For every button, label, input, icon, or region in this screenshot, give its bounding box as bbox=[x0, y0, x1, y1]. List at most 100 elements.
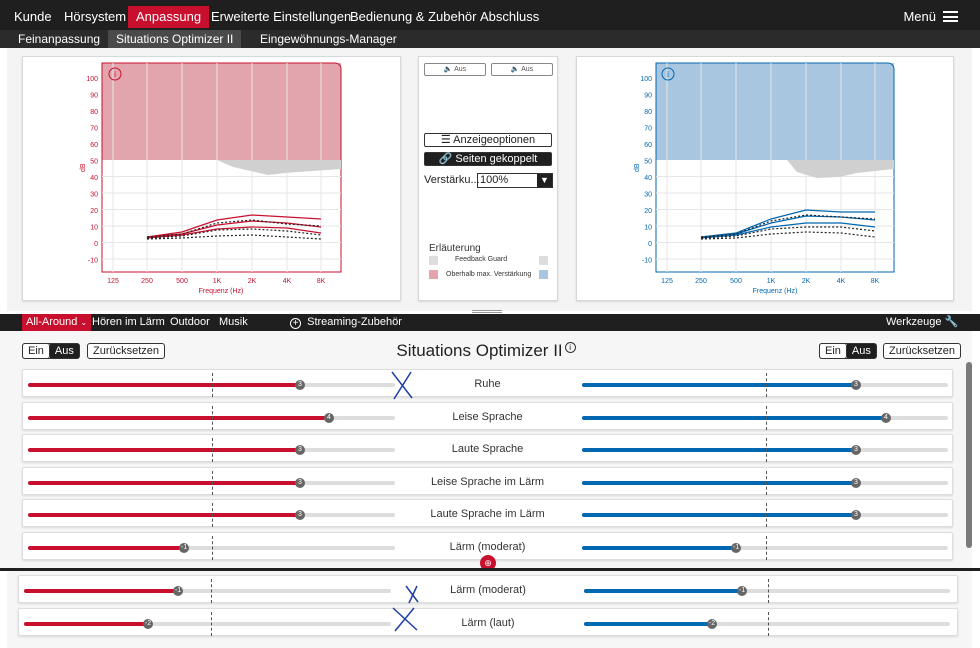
handwritten-x-mark bbox=[391, 371, 413, 400]
right-slider-knob[interactable]: 3 bbox=[851, 380, 861, 390]
right-on-option[interactable]: Ein bbox=[819, 343, 847, 359]
left-slider-knob[interactable]: -2 bbox=[143, 619, 153, 629]
x-tick: 4K bbox=[283, 278, 292, 285]
left-slider-fill bbox=[28, 415, 329, 420]
chevron-down-icon: ▼ bbox=[537, 174, 552, 187]
sides-coupled-label: Seiten gekoppelt bbox=[455, 153, 538, 165]
left-slider-knob[interactable]: 3 bbox=[295, 445, 305, 455]
tools-button[interactable]: Werkzeuge 🔧 bbox=[882, 314, 962, 331]
left-slider-track[interactable]: 3 bbox=[28, 503, 395, 527]
collapse-icon[interactable]: ⊕ bbox=[480, 555, 496, 569]
left-reset-button[interactable]: Zurücksetzen bbox=[87, 343, 166, 359]
right-slider-knob[interactable]: 4 bbox=[881, 412, 891, 423]
display-control-panel: 🔈 Aus 🔈 Aus ☰ Anzeigeoptionen 🔗 Seiten g… bbox=[418, 56, 558, 301]
subtab-bar: Feinanpassung Situations Optimizer II Ei… bbox=[0, 30, 980, 48]
info-icon[interactable]: i bbox=[108, 67, 122, 81]
left-slider-track[interactable]: 3 bbox=[28, 470, 395, 495]
menu-button[interactable]: Menü bbox=[903, 6, 958, 28]
gain-label: Verstärku... bbox=[424, 174, 480, 186]
x-tick: 8K bbox=[871, 278, 880, 285]
left-on-off-toggle[interactable]: Ein Aus bbox=[22, 343, 80, 359]
vertical-scrollbar[interactable] bbox=[966, 362, 972, 548]
program-tab-hoeren-im-laerm[interactable]: Hören im Lärm bbox=[92, 316, 165, 328]
tab-kunde[interactable]: Kunde bbox=[14, 9, 52, 24]
tab-erweiterte-einstellungen[interactable]: Erweiterte Einstellungen bbox=[211, 9, 352, 24]
left-slider-knob[interactable]: 3 bbox=[295, 510, 305, 520]
sides-coupled-button[interactable]: 🔗 Seiten gekoppelt bbox=[424, 152, 552, 166]
left-off-option[interactable]: Aus bbox=[49, 344, 79, 358]
handwritten-x-mark bbox=[405, 585, 419, 604]
add-streaming-button[interactable]: + Streaming-Zubehör bbox=[286, 314, 406, 331]
info-icon[interactable]: i bbox=[564, 342, 576, 353]
right-slider-track[interactable]: -1 bbox=[584, 579, 950, 603]
right-slider-track[interactable]: 4 bbox=[582, 405, 948, 430]
left-slider-track[interactable]: 3 bbox=[28, 373, 395, 397]
program-tab-musik[interactable]: Musik bbox=[219, 316, 248, 328]
situation-label: Lärm (laut) bbox=[461, 617, 515, 629]
mute-right-button[interactable]: 🔈 Aus bbox=[491, 63, 553, 76]
left-slider-knob[interactable]: 3 bbox=[295, 380, 305, 390]
left-slider-knob[interactable]: -1 bbox=[179, 542, 189, 553]
left-slider-track[interactable]: -1 bbox=[24, 579, 391, 603]
left-slider-fill bbox=[28, 448, 300, 452]
info-icon[interactable]: i bbox=[661, 67, 675, 81]
right-gain-graph[interactable]: 100 90 80 70 60 50 40 30 20 10 0 -10 dB … bbox=[577, 57, 955, 302]
left-slider-track[interactable]: -2 bbox=[24, 612, 391, 636]
display-options-button[interactable]: ☰ Anzeigeoptionen bbox=[424, 133, 552, 147]
y-tick: 30 bbox=[90, 192, 98, 199]
right-slider-knob[interactable]: 3 bbox=[851, 445, 861, 455]
right-slider-fill bbox=[584, 589, 742, 593]
tab-anpassung[interactable]: Anpassung bbox=[128, 6, 210, 28]
program-tab-outdoor[interactable]: Outdoor bbox=[170, 316, 210, 328]
right-slider-knob[interactable]: 3 bbox=[851, 477, 861, 488]
left-slider-knob[interactable]: 4 bbox=[324, 412, 334, 423]
optimizer-title-wrap: Situations Optimizer II i bbox=[0, 341, 972, 361]
left-on-option[interactable]: Ein bbox=[22, 343, 50, 359]
y-tick: 50 bbox=[90, 159, 98, 166]
left-y-axis-ticks: 100 90 80 70 60 50 40 30 20 10 0 -10 bbox=[86, 76, 98, 265]
left-gain-curves bbox=[146, 214, 322, 240]
right-default-marker bbox=[768, 612, 769, 636]
right-slider-track[interactable]: 3 bbox=[582, 438, 948, 462]
tab-hoersystem[interactable]: Hörsystem bbox=[64, 9, 127, 24]
mute-left-button[interactable]: 🔈 Aus bbox=[424, 63, 486, 76]
right-graph-frame bbox=[655, 62, 895, 273]
right-slider-knob[interactable]: -1 bbox=[731, 542, 741, 553]
right-default-marker bbox=[768, 579, 769, 603]
left-slider-knob[interactable]: 3 bbox=[295, 477, 305, 488]
left-slider-fill bbox=[24, 589, 178, 593]
situation-row: Leise Sprache 4 4 bbox=[22, 401, 953, 430]
right-y-axis-ticks: 100 90 80 70 60 50 40 30 20 10 0 -10 bbox=[640, 76, 652, 265]
subtab-eingewoehnungs-manager[interactable]: Eingewöhnungs-Manager bbox=[260, 32, 397, 46]
tab-abschluss[interactable]: Abschluss bbox=[480, 9, 540, 24]
subtab-situations-optimizer[interactable]: Situations Optimizer II bbox=[108, 30, 242, 48]
y-tick: 0 bbox=[94, 241, 98, 248]
left-slider-track[interactable]: 4 bbox=[28, 405, 395, 430]
right-slider-track[interactable]: -2 bbox=[584, 612, 950, 636]
right-slider-track[interactable]: 3 bbox=[582, 503, 948, 527]
program-tab-all-around[interactable]: All-Around ⌄ bbox=[22, 314, 92, 331]
left-slider-track[interactable]: 3 bbox=[28, 438, 395, 462]
right-slider-track[interactable]: 3 bbox=[582, 470, 948, 495]
right-slider-track[interactable]: -1 bbox=[582, 535, 948, 560]
left-gain-graph[interactable]: 100 90 80 70 60 50 40 30 20 10 0 -10 dB … bbox=[23, 57, 402, 302]
left-slider-track[interactable]: -1 bbox=[28, 535, 395, 560]
right-on-off-toggle[interactable]: Ein Aus bbox=[819, 343, 877, 359]
gain-select[interactable]: 100% ▼ bbox=[477, 173, 553, 188]
right-default-marker bbox=[766, 438, 767, 462]
right-slider-track[interactable]: 3 bbox=[582, 373, 948, 397]
right-off-option[interactable]: Aus bbox=[846, 344, 876, 358]
y-tick: 0 bbox=[648, 241, 652, 248]
right-slider-knob[interactable]: -2 bbox=[707, 619, 717, 629]
optimizer-rows-continued: Lärm (moderat) -1 -1 Lärm (laut) -2 -2 bbox=[7, 571, 972, 648]
right-reset-button[interactable]: Zurücksetzen bbox=[883, 343, 962, 359]
menu-label: Menü bbox=[903, 9, 936, 24]
plus-circle-icon: + bbox=[290, 318, 301, 329]
x-tick: 500 bbox=[176, 278, 188, 285]
left-slider-knob[interactable]: -1 bbox=[173, 586, 183, 596]
tab-bedienung-zubehoer[interactable]: Bedienung & Zubehör bbox=[350, 9, 477, 24]
resize-handle[interactable] bbox=[472, 310, 502, 313]
right-slider-knob[interactable]: 3 bbox=[851, 510, 861, 520]
right-slider-knob[interactable]: -1 bbox=[737, 586, 747, 596]
subtab-feinanpassung[interactable]: Feinanpassung bbox=[18, 32, 101, 46]
